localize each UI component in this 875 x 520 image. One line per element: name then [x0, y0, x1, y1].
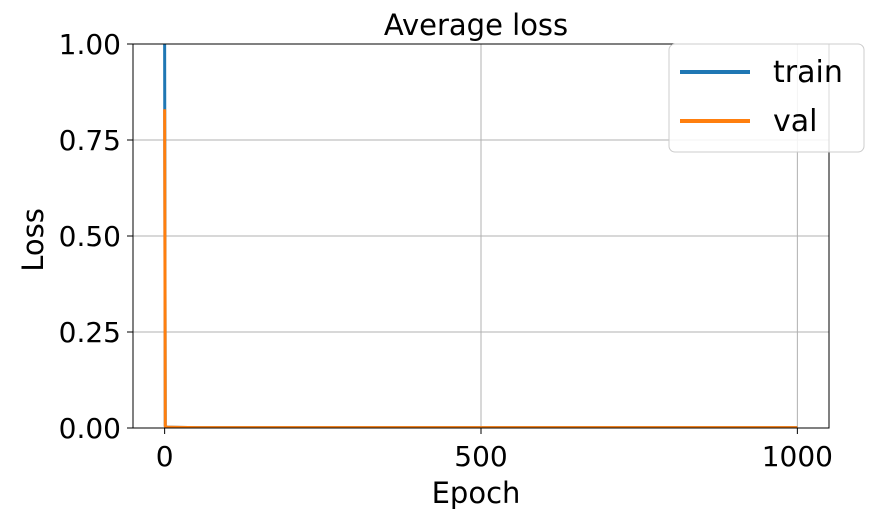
x-axis: 0 500 1000	[156, 428, 833, 473]
y-tick-label: 0.75	[59, 124, 121, 157]
x-axis-title: Epoch	[432, 476, 521, 510]
legend-label-val: val	[773, 104, 817, 139]
y-tick-label: 1.00	[59, 28, 121, 61]
legend-label-train: train	[773, 55, 843, 90]
legend: train val	[668, 43, 865, 153]
y-axis-title: Loss	[16, 208, 50, 272]
y-tick-label: 0.50	[59, 220, 121, 253]
y-tick-label: 0.25	[59, 316, 121, 349]
x-tick-label: 500	[454, 440, 507, 473]
chart-title: Average loss	[384, 8, 568, 42]
x-tick-label: 0	[156, 440, 174, 473]
y-axis: 0.00 0.25 0.50 0.75 1.00	[59, 28, 133, 445]
y-tick-label: 0.00	[59, 412, 121, 445]
x-tick-label: 1000	[762, 440, 833, 473]
